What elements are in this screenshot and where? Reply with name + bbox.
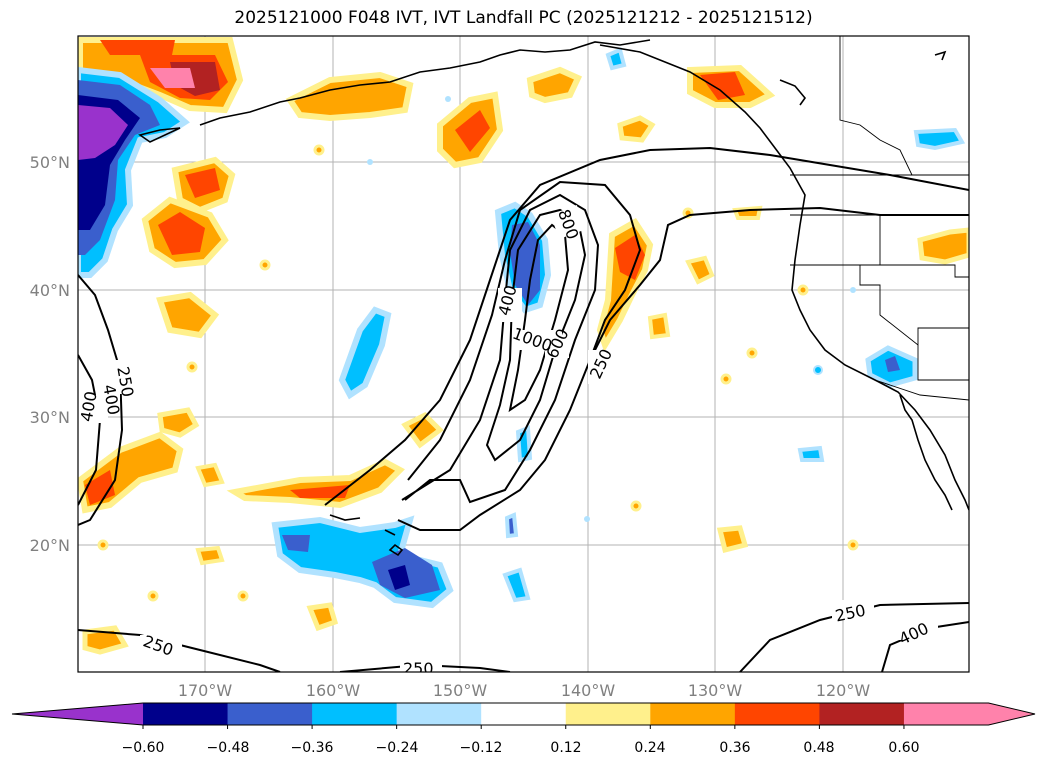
colorbar-segment <box>312 703 398 725</box>
lon-label-170w: 170°W <box>178 681 233 700</box>
map-title: 2025121000 F048 IVT, IVT Landfall PC (20… <box>234 8 813 28</box>
colorbar-segment <box>734 703 820 725</box>
colorbar-segment <box>143 703 229 725</box>
colorbar-tick: 0.36 <box>719 740 750 756</box>
contour-label-250-south: 250 <box>403 659 434 678</box>
political-borders <box>790 36 969 401</box>
colorbar-segment <box>903 703 989 725</box>
colorbar-tick: −0.60 <box>122 740 165 756</box>
longitude-labels: 170°W 160°W 150°W 140°W 130°W 120°W <box>178 681 871 700</box>
map-frame <box>77 35 970 673</box>
colorbar-tick: 0.24 <box>634 740 665 756</box>
lon-label-150w: 150°W <box>433 681 488 700</box>
colorbar-segment <box>565 703 651 725</box>
colorbar-extend-low <box>12 703 143 725</box>
lon-label-160w: 160°W <box>306 681 361 700</box>
colorbar-segment <box>819 703 905 725</box>
contour-label-400-edge: 400 <box>77 390 101 423</box>
contour-label-boxes <box>78 204 938 672</box>
lon-label-140w: 140°W <box>561 681 616 700</box>
colorbar-ticks: −0.60 −0.48 −0.36 −0.24 −0.12 0.12 0.24 … <box>122 740 920 756</box>
colorbar-segment <box>396 703 482 725</box>
negative-pc-fills <box>78 47 966 609</box>
colorbar <box>11 702 1036 729</box>
lon-label-120w: 120°W <box>816 681 871 700</box>
lat-label-50n: 50°N <box>30 153 70 172</box>
colorbar-extend-high <box>988 703 1035 725</box>
colorbar-segment <box>650 703 736 725</box>
lat-label-40n: 40°N <box>30 281 70 300</box>
colorbar-tick: 0.48 <box>803 740 834 756</box>
colorbar-tick: 0.60 <box>888 740 919 756</box>
lat-label-20n: 20°N <box>30 536 70 555</box>
colorbar-tick: −0.12 <box>460 740 503 756</box>
colorbar-tick: 0.12 <box>550 740 581 756</box>
colorbar-tick: −0.24 <box>376 740 419 756</box>
lon-label-130w: 130°W <box>688 681 743 700</box>
colorbar-segment <box>227 703 313 725</box>
latitude-labels: 50°N 40°N 30°N 20°N <box>30 153 70 555</box>
colorbar-tick: −0.48 <box>207 740 250 756</box>
colorbar-tick: −0.36 <box>291 740 334 756</box>
colorbar-segment <box>481 703 567 725</box>
lat-label-30n: 30°N <box>30 408 70 427</box>
coastlines <box>138 39 969 557</box>
